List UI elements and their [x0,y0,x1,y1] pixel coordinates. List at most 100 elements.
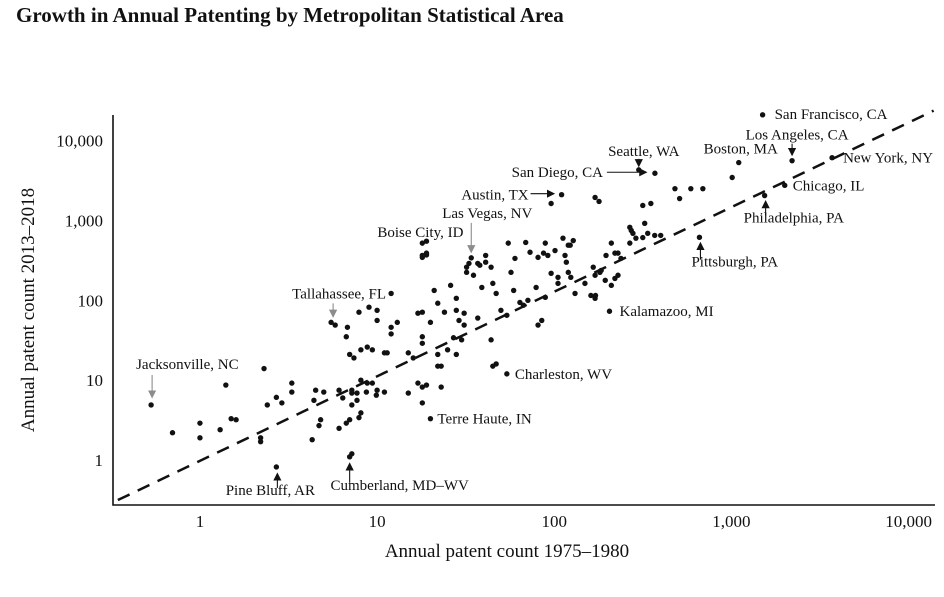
data-point [311,397,317,404]
data-point [257,438,264,445]
data-point [488,337,494,343]
data-point [321,389,327,395]
data-point [261,365,267,372]
data-point [560,235,566,241]
data-point [602,277,608,284]
data-point [475,315,481,321]
data-point [312,387,319,393]
data-point [565,269,571,276]
data-point [351,355,357,361]
data-point [374,387,380,393]
data-point [592,292,599,299]
data-point [523,239,529,246]
data-point [336,425,342,432]
data-point [309,436,315,443]
data-point [565,242,571,248]
data-point [336,387,342,393]
data-points-layer [148,112,835,470]
annotations-layer: San Francisco, CA Los Angeles, CA New York… [136,107,933,499]
data-point [366,304,372,310]
city-label: Tallahassee, FL [292,286,386,302]
data-point [608,240,615,246]
city-label: Cumberland, MD–WV [331,478,469,494]
data-point [512,255,518,262]
data-point [289,389,295,395]
data-point [590,264,596,270]
data-point [453,351,460,358]
data-point [627,240,633,246]
data-point [510,287,517,294]
data-point [423,382,430,388]
data-point [405,390,411,396]
data-point [658,232,664,239]
data-point [343,334,349,340]
data-point [394,319,400,326]
data-point [358,377,364,383]
y-axis-title: Annual patent count 2013–2018 [18,188,39,432]
city-label: Charleston, WV [515,367,612,383]
data-point [539,317,545,324]
data-point [535,254,541,261]
city-dot [504,371,510,377]
city-dot [606,308,613,314]
data-point [525,297,531,304]
data-point [548,200,554,207]
data-point [197,435,203,441]
data-point [645,230,651,237]
data-point [419,334,426,340]
data-point [419,252,426,259]
data-point [563,259,570,265]
data-point [570,237,576,244]
data-point [364,344,370,350]
data-point [415,310,421,316]
x-tick-label: 1,000 [712,512,750,531]
data-point [552,247,558,254]
y-tick-label: 1,000 [65,211,103,230]
city-label: Boston, MA [704,142,778,158]
data-point [438,384,444,390]
data-point [477,262,483,268]
data-point [505,240,511,246]
data-point [358,410,364,416]
data-point [608,282,615,289]
city-dot [782,182,788,189]
axes: 1 10 100 1,000 10,000 1 10 100 1,000 10,000 [56,115,935,531]
data-point [640,234,646,241]
city-label: Chicago, IL [793,178,865,194]
data-point [652,232,658,239]
city-label: Terre Haute, IN [437,412,531,428]
city-dot [736,159,742,166]
data-point [279,400,285,406]
data-point [672,185,678,192]
data-point [729,174,735,181]
data-point [340,395,346,401]
data-point [642,220,648,227]
data-point [463,264,470,270]
data-point [415,380,421,386]
data-point [233,417,239,423]
data-point [369,380,376,386]
city-dot [652,170,658,176]
data-point [197,420,203,426]
x-tick-label: 10 [369,512,386,531]
data-point [356,309,362,315]
city-dot [829,155,835,161]
data-point [419,340,426,346]
data-point [419,400,426,406]
data-point [373,392,380,398]
data-point [470,272,477,278]
data-point [419,309,426,315]
data-point [545,252,551,259]
data-point [381,389,388,395]
city-dot [761,192,768,199]
data-point [508,269,514,276]
city-label: Jacksonville, NC [136,357,239,373]
city-label: New York, NY [843,151,933,167]
data-point [388,290,394,297]
data-point [482,259,489,265]
city-label: Kalamazoo, MI [619,304,713,320]
data-point [264,402,271,408]
city-label: Boise City, ID [377,225,463,241]
city-label: Las Vegas, NV [442,206,532,222]
